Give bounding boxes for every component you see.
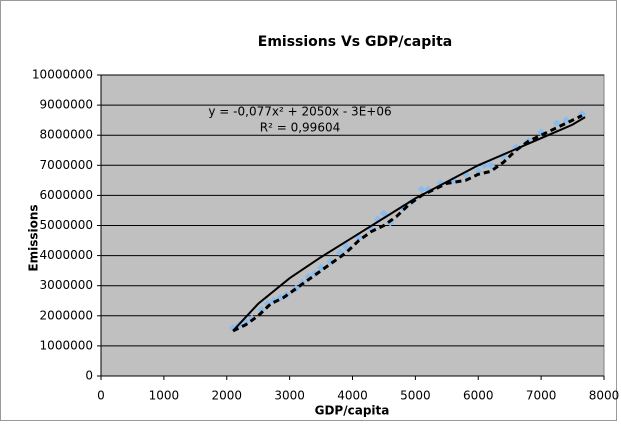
y-tick-label: 4000000 [40, 248, 93, 262]
data-point [417, 185, 426, 194]
y-tick-label: 9000000 [40, 98, 93, 112]
x-tick-label: 0 [97, 389, 105, 403]
data-point [474, 167, 483, 176]
y-tick-label: 8000000 [40, 128, 93, 142]
x-tick-label: 1000 [149, 389, 180, 403]
x-tick-label: 8000 [589, 389, 620, 403]
y-tick-label: 10000000 [32, 68, 93, 82]
x-tick-label: 2000 [211, 389, 242, 403]
trendline-annotation: y = -0,077x² + 2050x - 3E+06 [208, 105, 391, 119]
x-tick-label: 7000 [526, 389, 557, 403]
data-point [342, 242, 351, 251]
x-axis-label: GDP/capita [315, 404, 390, 418]
y-tick-label: 6000000 [40, 188, 93, 202]
y-tick-label: 0 [85, 369, 93, 383]
y-tick-label: 1000000 [40, 338, 93, 352]
y-tick-label: 2000000 [40, 308, 93, 322]
data-point [552, 119, 561, 128]
y-tick-label: 5000000 [40, 218, 93, 232]
chart-title: Emissions Vs GDP/capita [258, 34, 452, 50]
trendline-annotation: R² = 0,99604 [260, 121, 340, 135]
y-tick-label: 7000000 [40, 158, 93, 172]
data-point [317, 263, 326, 272]
x-tick-label: 6000 [463, 389, 494, 403]
y-axis-label: Emissions [27, 204, 41, 271]
x-tick-label: 4000 [337, 389, 368, 403]
y-tick-label: 3000000 [40, 278, 93, 292]
x-tick-label: 5000 [400, 389, 431, 403]
data-point [379, 209, 388, 218]
data-point [486, 161, 495, 170]
data-point [562, 116, 571, 125]
trend-line [232, 116, 586, 332]
x-tick-label: 3000 [274, 389, 305, 403]
